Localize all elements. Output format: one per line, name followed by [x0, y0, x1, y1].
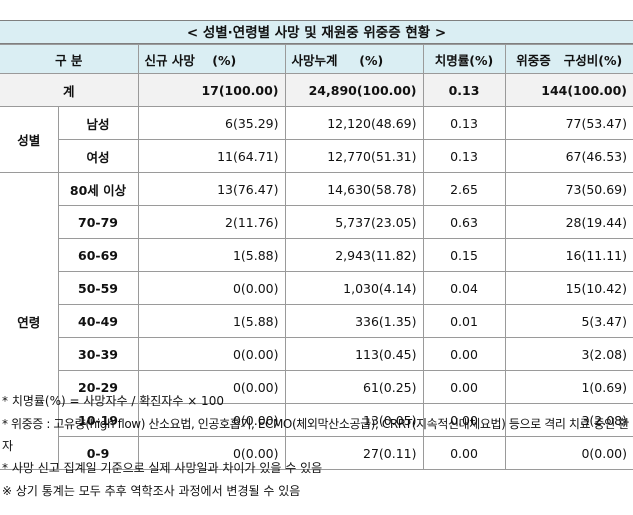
table-row: 60-69 1(5.88) 2,943(11.82) 0.15 16(11.11)	[0, 238, 633, 272]
header-category: 구 분	[0, 44, 139, 74]
table-row: 10-19 0(0.00) 13(0.05) 0.00 3(2.08)	[0, 403, 633, 437]
row-subcategory: 80세 이상	[57, 172, 139, 206]
table-row: 20-29 0(0.00) 61(0.25) 0.00 1(0.69)	[0, 370, 633, 404]
total-cum-deaths: 24,890(100.00)	[284, 73, 424, 107]
header-severe: 위중증 구성비(%)	[504, 44, 633, 74]
cell-severe: 77(53.47)	[504, 106, 633, 140]
row-subcategory: 50-59	[58, 271, 139, 305]
total-label: 계	[0, 73, 139, 107]
cell-cum-deaths: 1,030(4.14)	[284, 271, 424, 305]
stats-table: 구 분 신규 사망 (%) 사망누계 (%) 치명률(%) 위중증 구성비(%)…	[0, 44, 633, 470]
row-subcategory: 70-79	[58, 205, 139, 239]
footnote-revision: ※ 상기 통계는 모두 추후 역학조사 과정에서 변경될 수 있음	[2, 484, 301, 498]
cell-fatality: 0.01	[422, 304, 506, 338]
cell-fatality: 0.13	[422, 139, 506, 173]
table-row: 70-79 2(11.76) 5,737(23.05) 0.63 28(19.44)	[0, 205, 633, 239]
header-row: 구 분 신규 사망 (%) 사망누계 (%) 치명률(%) 위중증 구성비(%)	[0, 44, 633, 74]
cell-fatality: 0.00	[422, 337, 506, 371]
cell-cum-deaths: 27(0.11)	[284, 436, 424, 470]
table-row: 성별 남성 6(35.29) 12,120(48.69) 0.13 77(53.47)	[0, 106, 633, 173]
row-subcategory: 40-49	[58, 304, 139, 338]
cell-fatality: 0.13	[422, 106, 506, 140]
cell-new-deaths: 1(5.88)	[137, 238, 286, 272]
total-new-deaths: 17(100.00)	[137, 73, 286, 107]
cell-new-deaths: 0(0.00)	[137, 403, 286, 437]
table-row: 0-9 0(0.00) 27(0.11) 0.00 0(0.00)	[0, 436, 633, 470]
row-subcategory: 20-29	[58, 370, 139, 404]
footnote-fatality: * 치명률(%) = 사망자수 / 확진자수 × 100	[2, 394, 224, 408]
cell-fatality: 2.65	[422, 172, 506, 206]
table-row: 30-39 0(0.00) 113(0.45) 0.00 3(2.08)	[0, 337, 633, 371]
table-row: 여성 11(64.71) 12,770(51.31) 0.13 67(46.53)	[0, 139, 633, 173]
row-subcategory: 30-39	[58, 337, 139, 371]
cell-severe: 5(3.47)	[504, 304, 633, 338]
header-new-deaths: 신규 사망 (%)	[137, 44, 286, 74]
cell-cum-deaths: 13(0.05)	[284, 403, 424, 437]
group-label: 성별	[0, 106, 59, 173]
cell-severe: 0(0.00)	[504, 436, 633, 470]
row-subcategory: 10-19	[58, 403, 139, 437]
row-subcategory: 남성	[57, 106, 139, 140]
footnotes: * 치명률(%) = 사망자수 / 확진자수 × 100 * 위중증 : 고유량…	[2, 390, 632, 503]
cell-new-deaths: 0(0.00)	[137, 370, 286, 404]
cell-new-deaths: 1(5.88)	[137, 304, 286, 338]
row-subcategory: 0-9	[58, 436, 139, 470]
table-row: 50-59 0(0.00) 1,030(4.14) 0.04 15(10.42)	[0, 271, 633, 305]
cell-fatality: 0.63	[422, 205, 506, 239]
cell-severe: 16(11.11)	[504, 238, 633, 272]
cell-new-deaths: 13(76.47)	[137, 172, 286, 206]
cell-cum-deaths: 5,737(23.05)	[284, 205, 424, 239]
cell-fatality: 0.04	[422, 271, 506, 305]
cell-cum-deaths: 12,120(48.69)	[284, 106, 424, 140]
row-subcategory: 60-69	[58, 238, 139, 272]
cell-severe: 15(10.42)	[504, 271, 633, 305]
cell-new-deaths: 0(0.00)	[137, 271, 286, 305]
row-subcategory: 여성	[58, 139, 139, 173]
table-row: 40-49 1(5.88) 336(1.35) 0.01 5(3.47)	[0, 304, 633, 338]
header-fatality: 치명률(%)	[422, 44, 506, 74]
cell-new-deaths: 6(35.29)	[137, 106, 286, 140]
cell-new-deaths: 2(11.76)	[137, 205, 286, 239]
total-row: 계 17(100.00) 24,890(100.00) 0.13 144(100…	[0, 73, 633, 107]
cell-cum-deaths: 2,943(11.82)	[284, 238, 424, 272]
table-title: < 성별·연령별 사망 및 재원중 위중증 현황 >	[0, 20, 633, 44]
total-fatality: 0.13	[422, 73, 506, 107]
cell-fatality: 0.15	[422, 238, 506, 272]
cell-severe: 73(50.69)	[504, 172, 633, 206]
cell-cum-deaths: 14,630(58.78)	[284, 172, 424, 206]
cell-cum-deaths: 113(0.45)	[284, 337, 424, 371]
cell-new-deaths: 0(0.00)	[137, 337, 286, 371]
cell-severe: 67(46.53)	[504, 139, 633, 173]
cell-cum-deaths: 12,770(51.31)	[284, 139, 424, 173]
cell-severe: 3(2.08)	[504, 337, 633, 371]
total-severe: 144(100.00)	[504, 73, 633, 107]
cell-new-deaths: 0(0.00)	[137, 436, 286, 470]
group-label: 연령	[0, 172, 59, 470]
header-cum-deaths: 사망누계 (%)	[284, 44, 424, 74]
cell-severe: 3(2.08)	[504, 403, 633, 437]
cell-fatality: 0.00	[422, 403, 506, 437]
footnote-severe: * 위중증 : 고유량(high flow) 산소요법, 인공호흡기, ECMO…	[2, 417, 629, 453]
cell-new-deaths: 11(64.71)	[137, 139, 286, 173]
cell-fatality: 0.00	[422, 436, 506, 470]
cell-cum-deaths: 336(1.35)	[284, 304, 424, 338]
footnote-report-date: * 사망 신고 집계일 기준으로 실제 사망일과 차이가 있을 수 있음	[2, 461, 323, 475]
table-row: 연령 80세 이상 13(76.47) 14,630(58.78) 2.65 73(50.…	[0, 172, 633, 470]
cell-severe: 1(0.69)	[504, 370, 633, 404]
cell-severe: 28(19.44)	[504, 205, 633, 239]
